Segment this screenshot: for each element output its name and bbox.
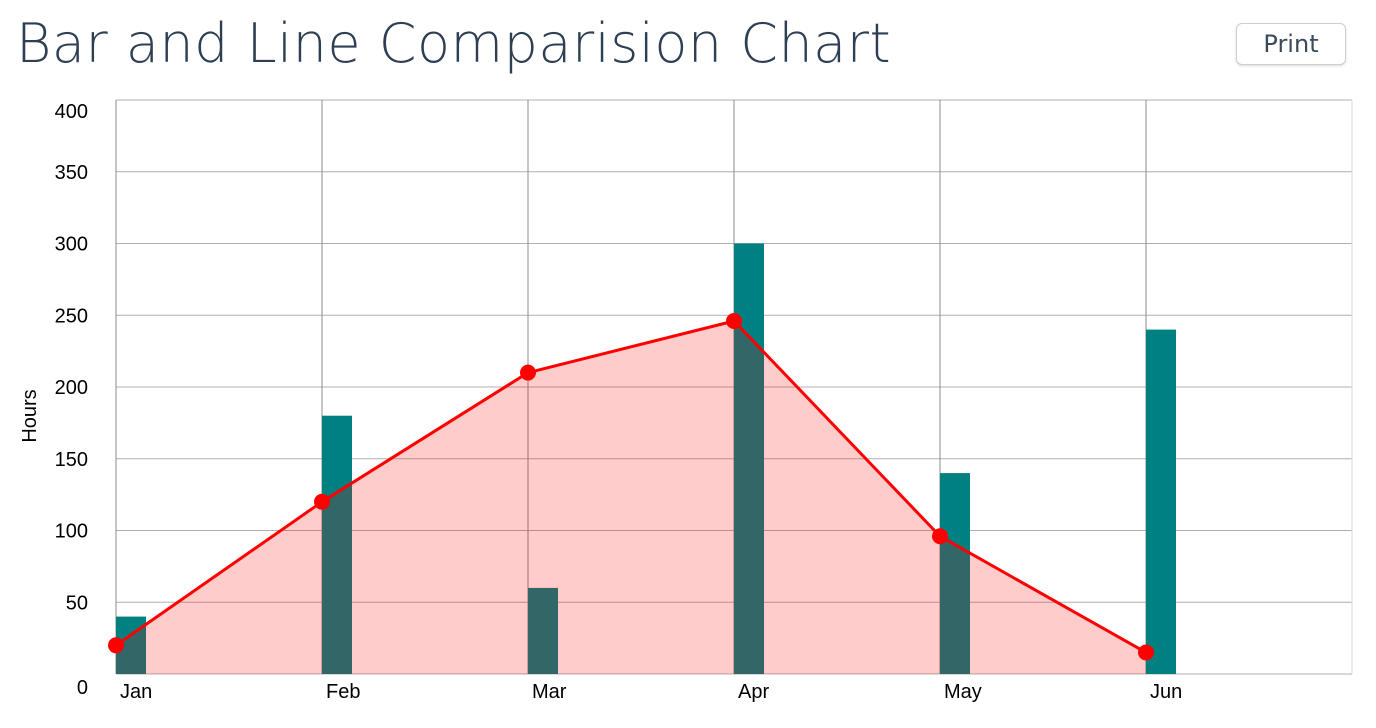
bar-series (116, 243, 1176, 674)
y-tick-label: 0 (77, 677, 88, 699)
bar-jun (1146, 329, 1176, 674)
point-jun (1138, 644, 1154, 661)
x-tick-label: Jan (120, 681, 152, 703)
area-fill (116, 320, 1146, 674)
y-tick-label: 350 (55, 162, 88, 184)
point-apr (726, 312, 742, 329)
bar-feb (322, 415, 352, 674)
x-tick-label: Apr (738, 681, 769, 703)
y-axis-label: Hours (19, 389, 41, 442)
x-tick-label: Jun (1150, 681, 1182, 703)
point-mar (520, 364, 536, 381)
point-feb (314, 493, 330, 510)
page-title: Bar and Line Comparision Chart (16, 12, 892, 75)
y-tick-label: 400 (55, 101, 88, 123)
print-button[interactable]: Print (1236, 23, 1346, 65)
x-tick-label: May (944, 681, 982, 703)
y-tick-label: 250 (55, 305, 88, 327)
bar-may (940, 473, 970, 674)
y-axis-ticks: 0 50 100 150 200 250 300 350 400 (55, 101, 88, 699)
x-tick-label: Feb (326, 681, 360, 703)
series-line (115, 319, 1147, 654)
point-jan (108, 637, 124, 654)
y-tick-label: 300 (55, 234, 88, 256)
line-points (108, 312, 1154, 661)
y-tick-label: 150 (55, 449, 88, 471)
y-tick-label: 50 (66, 592, 88, 614)
x-tick-label: Mar (532, 681, 567, 703)
x-axis-ticks: Jan Feb Mar Apr May Jun (120, 681, 1182, 703)
area-series (116, 320, 1146, 674)
point-may (932, 528, 948, 545)
y-tick-label: 200 (55, 377, 88, 399)
bar-mar (528, 587, 558, 674)
line-series (115, 319, 1147, 654)
y-tick-label: 100 (55, 521, 88, 543)
